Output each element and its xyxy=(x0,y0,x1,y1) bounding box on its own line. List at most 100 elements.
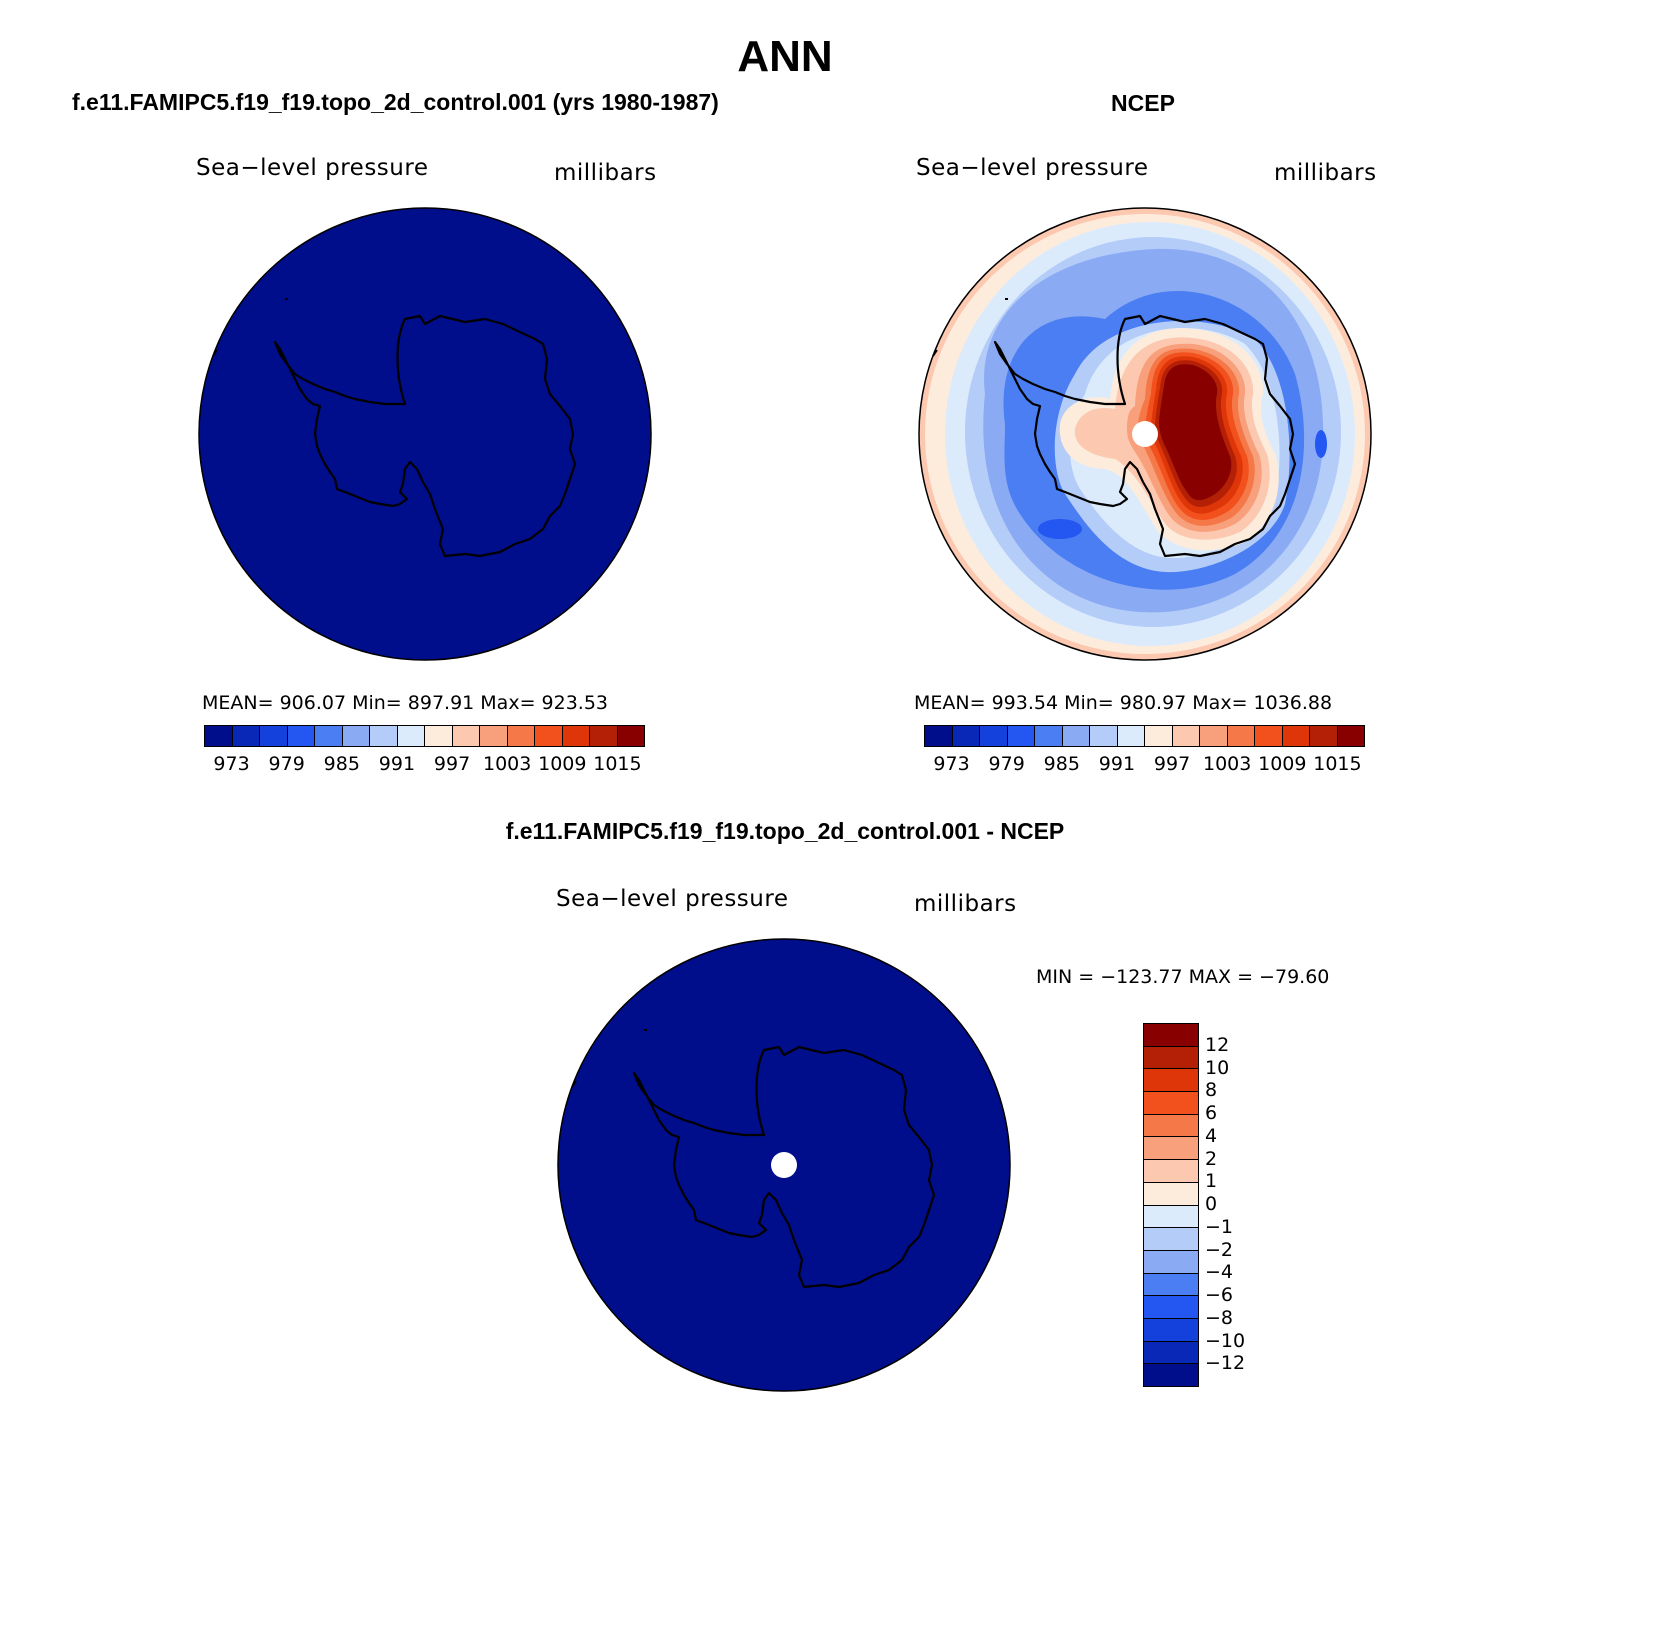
model-variable-label: Sea−level pressure xyxy=(196,155,429,181)
colorbar-swatch xyxy=(1144,1205,1198,1229)
model-colorbar xyxy=(204,725,645,747)
colorbar-swatch xyxy=(315,726,343,746)
colorbar-tick-label: −4 xyxy=(1205,1261,1234,1284)
colorbar-swatch xyxy=(1144,1341,1198,1365)
colorbar-tick-label: 10 xyxy=(1205,1056,1230,1079)
colorbar-swatch xyxy=(1144,1364,1198,1386)
model-case-title: f.e11.FAMIPC5.f19_f19.topo_2d_control.00… xyxy=(72,89,719,115)
colorbar-tick-label: 1009 xyxy=(538,753,587,775)
model-polar-map xyxy=(198,207,652,661)
colorbar-tick-label: 2 xyxy=(1205,1147,1218,1170)
colorbar-tick-label: 985 xyxy=(1043,753,1080,775)
colorbar-swatch xyxy=(1337,726,1364,746)
colorbar-swatch xyxy=(1255,726,1283,746)
colorbar-swatch xyxy=(480,726,508,746)
colorbar-swatch xyxy=(562,726,590,746)
colorbar-swatch xyxy=(980,726,1008,746)
obs-stats: MEAN= 993.54 Min= 980.97 Max= 1036.88 xyxy=(914,692,1333,714)
island-mark xyxy=(212,298,288,357)
colorbar-tick-label: 4 xyxy=(1205,1124,1218,1147)
diff-units-label: millibars xyxy=(914,891,1017,917)
model-field-fill xyxy=(198,207,652,661)
colorbar-tick-label: −1 xyxy=(1205,1215,1234,1238)
colorbar-swatch xyxy=(1144,1318,1198,1342)
colorbar-swatch xyxy=(1144,1137,1198,1161)
diff-variable-label: Sea−level pressure xyxy=(556,886,789,912)
island-mark xyxy=(571,1029,647,1088)
colorbar-tick-label: 12 xyxy=(1205,1033,1230,1056)
colorbar-swatch xyxy=(1144,1160,1198,1183)
colorbar-swatch xyxy=(1007,726,1035,746)
colorbar-swatch xyxy=(287,726,315,746)
colorbar-swatch xyxy=(425,726,453,746)
colorbar-swatch xyxy=(1144,1069,1198,1093)
colorbar-tick-label: 1 xyxy=(1205,1170,1218,1193)
antarctica-coastline xyxy=(993,314,1297,558)
colorbar-swatch xyxy=(1144,1296,1198,1319)
colorbar-swatch xyxy=(1282,726,1310,746)
colorbar-swatch xyxy=(1144,1046,1198,1070)
obs-units-label: millibars xyxy=(1274,160,1377,186)
pole-missing-data xyxy=(1132,421,1158,447)
colorbar-tick-label: 979 xyxy=(988,753,1025,775)
colorbar-tick-label: 991 xyxy=(1098,753,1136,775)
obs-band xyxy=(1159,364,1232,501)
model-units-label: millibars xyxy=(554,160,657,186)
colorbar-tick-label: −12 xyxy=(1205,1352,1246,1375)
colorbar-swatch xyxy=(535,726,563,746)
colorbar-swatch xyxy=(1144,1228,1198,1251)
colorbar-tick-label: 8 xyxy=(1205,1079,1218,1102)
colorbar-swatch xyxy=(1035,726,1063,746)
colorbar-swatch xyxy=(205,726,233,746)
colorbar-swatch xyxy=(397,726,425,746)
colorbar-tick-label: 997 xyxy=(433,753,471,775)
colorbar-tick-label: −10 xyxy=(1205,1329,1246,1352)
colorbar-swatch xyxy=(232,726,260,746)
colorbar-tick-label: 1003 xyxy=(1203,753,1252,775)
obs-band xyxy=(1315,430,1327,458)
colorbar-swatch xyxy=(952,726,980,746)
colorbar-swatch xyxy=(260,726,288,746)
antarctica-coastline xyxy=(273,314,577,558)
obs-polar-map xyxy=(918,207,1372,661)
colorbar-swatch xyxy=(617,726,644,746)
colorbar-tick-label: 1015 xyxy=(1313,753,1362,775)
colorbar-swatch xyxy=(1200,726,1228,746)
pole-missing-data xyxy=(771,1152,797,1178)
obs-variable-label: Sea−level pressure xyxy=(916,155,1149,181)
colorbar-swatch xyxy=(1144,1273,1198,1297)
colorbar-tick-label: 973 xyxy=(213,753,250,775)
colorbar-swatch xyxy=(1227,726,1255,746)
antarctica-coastline xyxy=(632,1045,936,1289)
page-title: ANN xyxy=(737,32,833,81)
colorbar-tick-label: 0 xyxy=(1205,1193,1218,1215)
colorbar-swatch xyxy=(1062,726,1090,746)
colorbar-tick-label: −8 xyxy=(1205,1306,1234,1329)
colorbar-swatch xyxy=(342,726,370,746)
colorbar-tick-label: 997 xyxy=(1153,753,1191,775)
colorbar-tick-label: 973 xyxy=(933,753,970,775)
colorbar-tick-label: 1003 xyxy=(483,753,532,775)
colorbar-swatch xyxy=(370,726,398,746)
colorbar-swatch xyxy=(452,726,480,746)
colorbar-swatch xyxy=(1090,726,1118,746)
island-mark xyxy=(932,298,1008,357)
colorbar-swatch xyxy=(1145,726,1173,746)
obs-band xyxy=(1038,519,1082,539)
colorbar-tick-label: 1015 xyxy=(593,753,642,775)
colorbar-swatch xyxy=(1310,726,1338,746)
diff-colorbar xyxy=(1143,1023,1199,1387)
colorbar-swatch xyxy=(507,726,535,746)
colorbar-swatch xyxy=(1172,726,1200,746)
obs-map-border xyxy=(918,207,1372,661)
colorbar-swatch xyxy=(1144,1092,1198,1115)
diff-minmax: MIN = −123.77 MAX = −79.60 xyxy=(1036,966,1330,988)
diff-polar-map xyxy=(557,938,1011,1392)
colorbar-tick-label: 1009 xyxy=(1258,753,1307,775)
colorbar-swatch xyxy=(1144,1114,1198,1138)
colorbar-swatch xyxy=(1144,1024,1198,1047)
colorbar-tick-label: 985 xyxy=(323,753,360,775)
obs-case-title: NCEP xyxy=(1111,90,1175,116)
colorbar-tick-label: −2 xyxy=(1205,1238,1234,1261)
colorbar-swatch xyxy=(1144,1250,1198,1274)
